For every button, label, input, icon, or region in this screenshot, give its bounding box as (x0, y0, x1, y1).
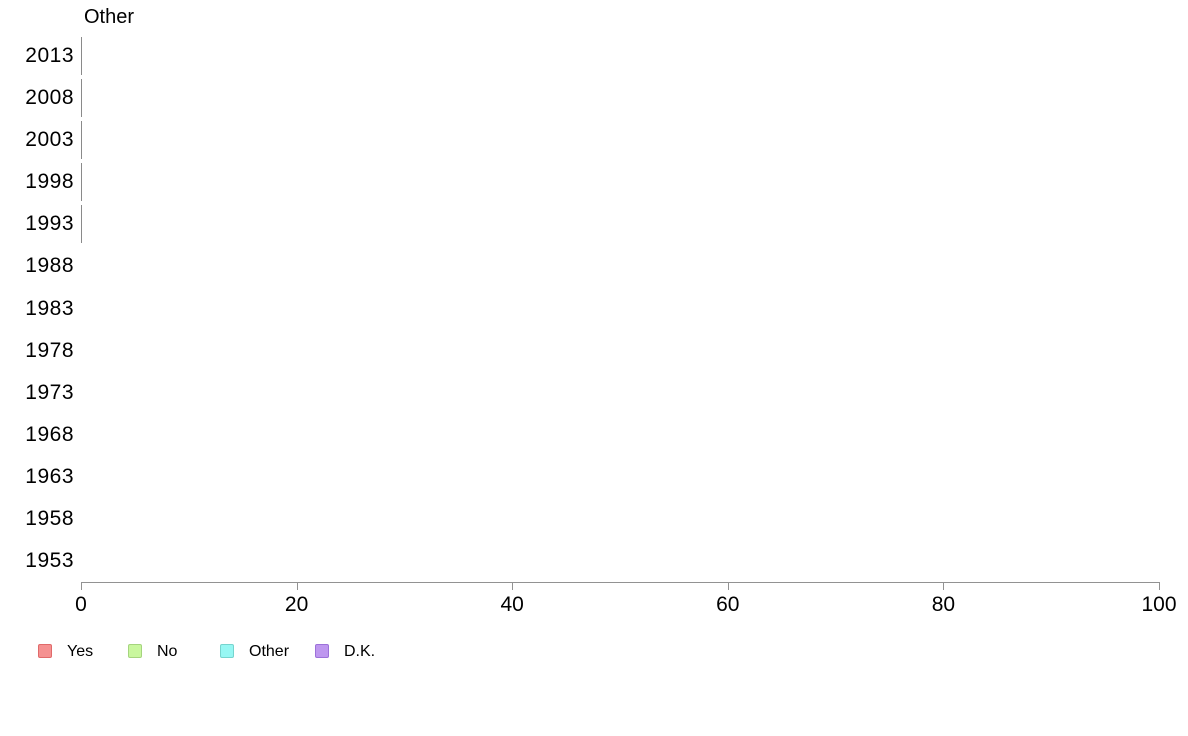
y-category-label: 1973 (25, 380, 74, 404)
legend-label-dk: D.K. (344, 643, 376, 660)
x-tick-mark (296, 582, 298, 590)
chart-title: Other (84, 6, 135, 28)
legend-swatch-yes-icon (38, 644, 52, 658)
legend-label-yes: Yes (67, 643, 94, 660)
x-axis-line (81, 582, 1159, 583)
x-tick-mark (727, 582, 729, 590)
y-category-label: 1963 (25, 464, 74, 488)
x-tick-label: 0 (75, 593, 87, 616)
y-category-label: 1978 (25, 338, 74, 362)
bar-zero-stroke (81, 121, 82, 160)
x-tick-label: 60 (716, 593, 740, 616)
y-category-label: 1983 (25, 296, 74, 320)
x-tick-label: 80 (931, 593, 956, 616)
bar-zero-stroke (81, 163, 82, 202)
x-tick-label: 20 (284, 593, 309, 616)
y-category-label: 2013 (25, 44, 74, 68)
y-category-label: 1993 (25, 212, 74, 236)
bar-zero-stroke (81, 37, 82, 75)
y-category-label: 2003 (25, 128, 74, 152)
x-tick-mark (943, 582, 945, 590)
y-category-label: 2008 (25, 86, 74, 110)
y-category-label: 1958 (25, 506, 74, 530)
legend-label-no: No (157, 643, 178, 660)
x-tick-mark (81, 582, 82, 590)
y-category-label: 1953 (25, 548, 74, 572)
y-category-label: 1998 (25, 170, 74, 194)
legend-swatch-no-icon (128, 644, 142, 658)
x-tick-mark (1159, 582, 1160, 590)
legend-swatch-dk-icon (315, 644, 329, 658)
x-tick-label: 40 (500, 593, 524, 616)
legend-label-other: Other (249, 643, 290, 660)
bar-zero-stroke (81, 79, 82, 118)
x-tick-mark (512, 582, 514, 590)
bar-zero-stroke (81, 205, 82, 244)
y-category-label: 1968 (25, 422, 74, 446)
legend-swatch-other-icon (220, 644, 234, 658)
y-category-label: 1988 (25, 254, 74, 278)
x-tick-label: 100 (1141, 593, 1177, 616)
